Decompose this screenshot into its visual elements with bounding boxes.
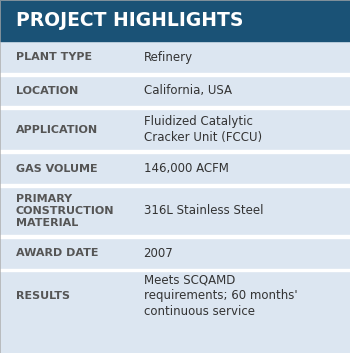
Bar	[0, 41, 350, 74]
Bar	[0, 150, 350, 153]
Text: 2007: 2007	[144, 247, 173, 260]
Bar	[0, 269, 350, 271]
Text: PRIMARY
CONSTRUCTION
MATERIAL: PRIMARY CONSTRUCTION MATERIAL	[16, 193, 114, 228]
Text: APPLICATION: APPLICATION	[16, 125, 98, 135]
Bar	[0, 235, 350, 238]
Bar	[0, 185, 350, 237]
Bar	[0, 237, 350, 270]
Text: Refinery: Refinery	[144, 51, 193, 64]
Text: Meets SCQAMD
requirements; 60 months'
continuous service: Meets SCQAMD requirements; 60 months' co…	[144, 273, 297, 318]
Text: RESULTS: RESULTS	[16, 291, 70, 301]
Text: LOCATION: LOCATION	[16, 86, 78, 96]
Bar	[0, 270, 350, 321]
Bar	[0, 152, 350, 185]
Bar	[0, 184, 350, 187]
Text: AWARD DATE: AWARD DATE	[16, 248, 98, 258]
Text: GAS VOLUME: GAS VOLUME	[16, 163, 97, 174]
Text: PLANT TYPE: PLANT TYPE	[16, 52, 92, 62]
Text: 146,000 ACFM: 146,000 ACFM	[144, 162, 228, 175]
Text: 316L Stainless Steel: 316L Stainless Steel	[144, 204, 263, 217]
Bar	[0, 74, 350, 108]
Text: California, USA: California, USA	[144, 84, 231, 97]
Bar	[0, 73, 350, 76]
Bar	[0, 108, 350, 152]
Text: Fluidized Catalytic
Cracker Unit (FCCU): Fluidized Catalytic Cracker Unit (FCCU)	[144, 115, 262, 144]
Text: PROJECT HIGHLIGHTS: PROJECT HIGHLIGHTS	[16, 11, 243, 30]
Bar	[0, 106, 350, 109]
Bar	[0, 0, 350, 41]
